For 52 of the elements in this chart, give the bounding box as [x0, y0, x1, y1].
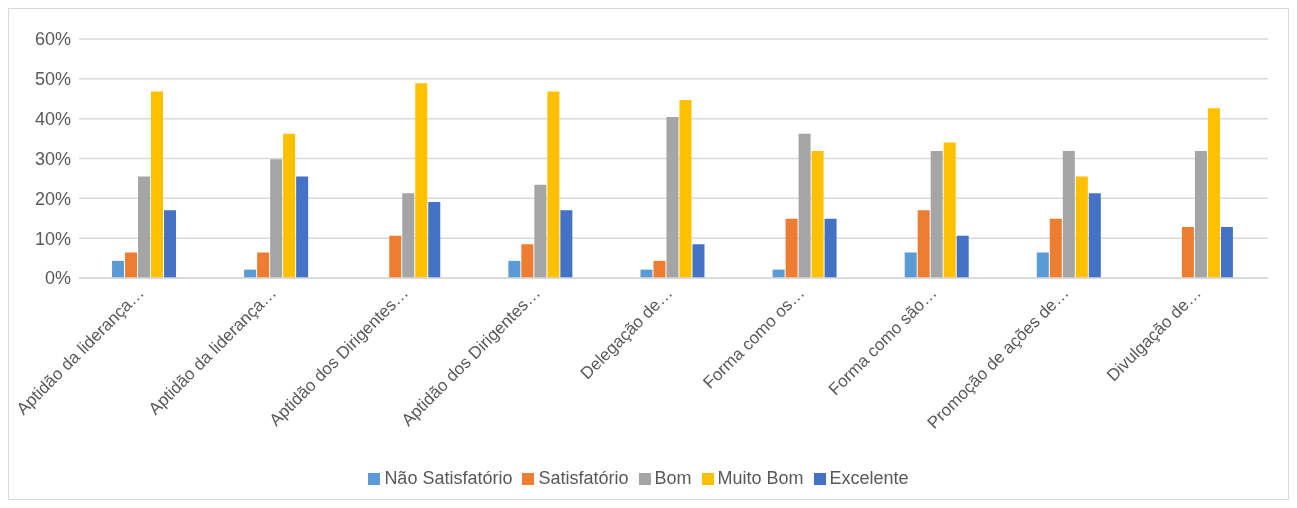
- bar: [943, 142, 956, 278]
- y-tick-label: 10%: [34, 228, 71, 249]
- bar: [904, 252, 917, 278]
- bar: [138, 176, 151, 278]
- legend-label: Não Satisfatório: [384, 468, 513, 488]
- bar: [112, 260, 125, 278]
- bar: [811, 150, 824, 278]
- bar: [917, 210, 930, 278]
- bar: [666, 117, 679, 278]
- bar: [389, 235, 402, 278]
- legend-label: Satisfatório: [538, 468, 629, 488]
- bar: [270, 159, 283, 278]
- bar: [508, 260, 521, 278]
- y-tick-label: 60%: [34, 29, 71, 50]
- bar: [653, 260, 666, 278]
- y-tick-label: 20%: [34, 188, 71, 209]
- bar: [930, 150, 943, 278]
- bar: [125, 252, 138, 278]
- bar: [785, 218, 798, 278]
- bar: [1088, 193, 1101, 278]
- bar: [521, 244, 534, 278]
- bar: [257, 252, 270, 278]
- bar: [1220, 227, 1233, 278]
- bar: [1049, 218, 1062, 278]
- y-tick-label: 50%: [34, 69, 71, 90]
- bar: [956, 235, 969, 278]
- bar: [798, 133, 811, 278]
- bar: [1194, 150, 1207, 278]
- bar: [428, 201, 441, 278]
- bar: [151, 91, 164, 278]
- bar: [1075, 176, 1088, 278]
- bar: [547, 91, 560, 278]
- y-tick-label: 30%: [34, 148, 71, 169]
- bar: [534, 184, 547, 278]
- y-tick-label: 0%: [44, 268, 71, 289]
- bar: [692, 244, 705, 278]
- legend-label: Excelente: [829, 468, 909, 488]
- bar: [1036, 252, 1049, 278]
- bar: [296, 176, 309, 278]
- y-tick-label: 40%: [34, 109, 71, 130]
- bar: [164, 210, 177, 278]
- bar: [1181, 227, 1194, 278]
- legend-label: Muito Bom: [717, 468, 804, 488]
- bar: [402, 193, 415, 278]
- bar: [824, 218, 837, 278]
- bar: [283, 133, 296, 278]
- bar: [1207, 108, 1220, 278]
- bar: [679, 99, 692, 278]
- legend-label: Bom: [654, 468, 692, 488]
- bar: [560, 210, 573, 278]
- bar: [415, 83, 428, 278]
- bar: [1062, 150, 1075, 278]
